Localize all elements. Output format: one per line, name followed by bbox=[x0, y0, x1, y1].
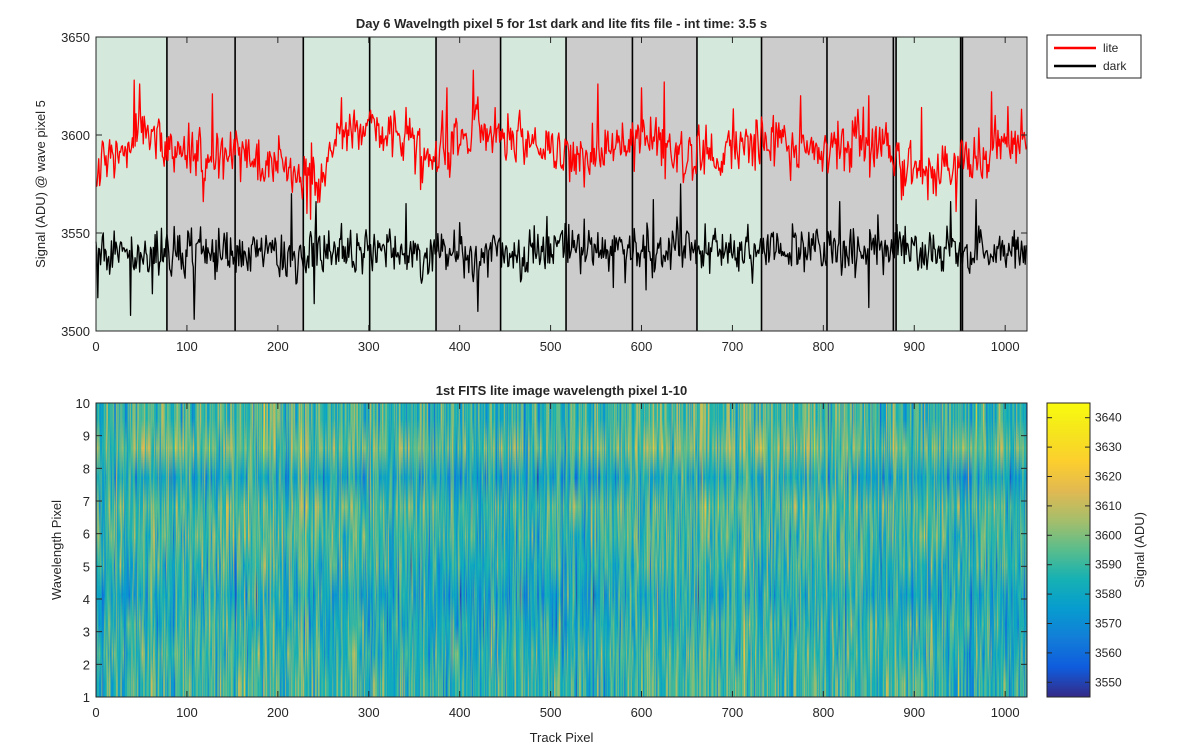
x-tick-label: 200 bbox=[267, 705, 289, 720]
heatmap-axes: 0 100 200 300 400 500 600 700 800 900 1000 1 2 3 4 5 6 7… bbox=[49, 383, 1028, 745]
y-tick-label: 4 bbox=[83, 592, 90, 607]
y-tick-label: 1 bbox=[83, 690, 90, 705]
colorbar-tick-label: 3570 bbox=[1095, 617, 1122, 631]
colorbar: 3550 3560 3570 3580 3590 3600 3610 3620 3630 3640… bbox=[1046, 402, 1147, 698]
x-tick-label: 700 bbox=[722, 339, 744, 354]
x-ticks: 0 100 200 300 400 500 600 700 800 900 1000 bbox=[92, 403, 1020, 720]
colorbar-tick-label: 3610 bbox=[1095, 499, 1122, 513]
line-plot-frame bbox=[95, 36, 1028, 332]
y-tick-label: 6 bbox=[83, 527, 90, 542]
background-band bbox=[826, 37, 894, 331]
background-band bbox=[632, 37, 697, 331]
legend: lite dark bbox=[1046, 34, 1142, 79]
y-tick-label: 3 bbox=[83, 625, 90, 640]
legend-label-lite: lite bbox=[1103, 41, 1119, 55]
x-tick-label: 300 bbox=[358, 705, 380, 720]
y-tick-label: 3550 bbox=[61, 226, 90, 241]
x-tick-label: 600 bbox=[631, 339, 653, 354]
x-tick-label: 900 bbox=[903, 339, 925, 354]
y-tick-label: 5 bbox=[83, 559, 90, 574]
line-plot-title: Day 6 Wavelngth pixel 5 for 1st dark and… bbox=[356, 16, 767, 31]
x-tick-label: 400 bbox=[449, 705, 471, 720]
background-band bbox=[960, 37, 963, 331]
colorbar-tick-label: 3590 bbox=[1095, 558, 1122, 572]
background-band bbox=[761, 37, 827, 331]
heatmap-y-label: Wavelength Pixel bbox=[49, 500, 64, 600]
x-tick-label: 800 bbox=[812, 339, 834, 354]
x-tick-label: 900 bbox=[903, 705, 925, 720]
colorbar-label: Signal (ADU) bbox=[1132, 512, 1147, 588]
series-line-lite bbox=[95, 69, 1027, 220]
background-bands bbox=[96, 37, 1027, 331]
series-line-dark bbox=[95, 183, 1027, 320]
y-tick-label: 3600 bbox=[61, 128, 90, 143]
y-tick-label: 7 bbox=[83, 494, 90, 509]
y-tick-label: 10 bbox=[76, 396, 90, 411]
colorbar-gradient bbox=[1047, 403, 1090, 697]
heatmap-title: 1st FITS lite image wavelength pixel 1-1… bbox=[436, 383, 687, 398]
x-tick-label: 200 bbox=[267, 339, 289, 354]
heatmap-frame bbox=[95, 402, 1028, 698]
x-tick-label: 100 bbox=[176, 339, 198, 354]
legend-label-dark: dark bbox=[1103, 59, 1127, 73]
y-tick-label: 9 bbox=[83, 429, 90, 444]
background-band bbox=[962, 37, 1027, 331]
x-tick-label: 100 bbox=[176, 705, 198, 720]
background-band bbox=[166, 37, 236, 331]
heatmap-x-label: Track Pixel bbox=[530, 730, 594, 745]
background-band bbox=[566, 37, 633, 331]
line-plot-axes: 0 100 200 300 400 500 600 700 800 900 1000 3500 355… bbox=[33, 16, 1028, 354]
y-tick-label: 3650 bbox=[61, 30, 90, 45]
x-tick-label: 500 bbox=[540, 705, 562, 720]
colorbar-frame bbox=[1046, 402, 1091, 698]
x-tick-label: 400 bbox=[449, 339, 471, 354]
x-tick-label: 1000 bbox=[991, 705, 1020, 720]
y-ticks: 1 2 3 4 5 6 7 8 9 10 bbox=[76, 396, 1027, 705]
background-band bbox=[893, 37, 897, 331]
legend-box bbox=[1046, 34, 1142, 79]
heatmap-image bbox=[96, 403, 1027, 697]
x-tick-label: 1000 bbox=[991, 339, 1020, 354]
y-tick-label: 3500 bbox=[61, 324, 90, 339]
x-ticks: 0 100 200 300 400 500 600 700 800 900 1000 bbox=[92, 37, 1020, 354]
x-tick-label: 800 bbox=[812, 705, 834, 720]
x-tick-label: 300 bbox=[358, 339, 380, 354]
line-plot-y-label: Signal (ADU) @ wave pixel 5 bbox=[33, 100, 48, 268]
x-tick-label: 700 bbox=[722, 705, 744, 720]
x-tick-label: 600 bbox=[631, 705, 653, 720]
colorbar-ticks: 3550 3560 3570 3580 3590 3600 3610 3620 3630 3640 bbox=[1047, 411, 1122, 689]
background-band bbox=[696, 37, 762, 331]
background-band bbox=[369, 37, 437, 331]
x-tick-label: 500 bbox=[540, 339, 562, 354]
colorbar-tick-label: 3640 bbox=[1095, 411, 1122, 425]
colorbar-tick-label: 3630 bbox=[1095, 440, 1122, 454]
colorbar-tick-label: 3600 bbox=[1095, 528, 1122, 542]
y-tick-label: 8 bbox=[83, 461, 90, 476]
x-tick-label: 0 bbox=[92, 705, 99, 720]
background-band bbox=[436, 37, 501, 331]
colorbar-tick-label: 3550 bbox=[1095, 675, 1122, 689]
y-ticks: 3500 3550 3600 3650 bbox=[61, 30, 1027, 339]
background-band bbox=[303, 37, 370, 331]
background-band bbox=[500, 37, 567, 331]
series-lines bbox=[95, 69, 1027, 320]
colorbar-tick-label: 3580 bbox=[1095, 587, 1122, 601]
y-tick-label: 2 bbox=[83, 657, 90, 672]
colorbar-tick-label: 3560 bbox=[1095, 646, 1122, 660]
x-tick-label: 0 bbox=[92, 339, 99, 354]
colorbar-tick-label: 3620 bbox=[1095, 470, 1122, 484]
